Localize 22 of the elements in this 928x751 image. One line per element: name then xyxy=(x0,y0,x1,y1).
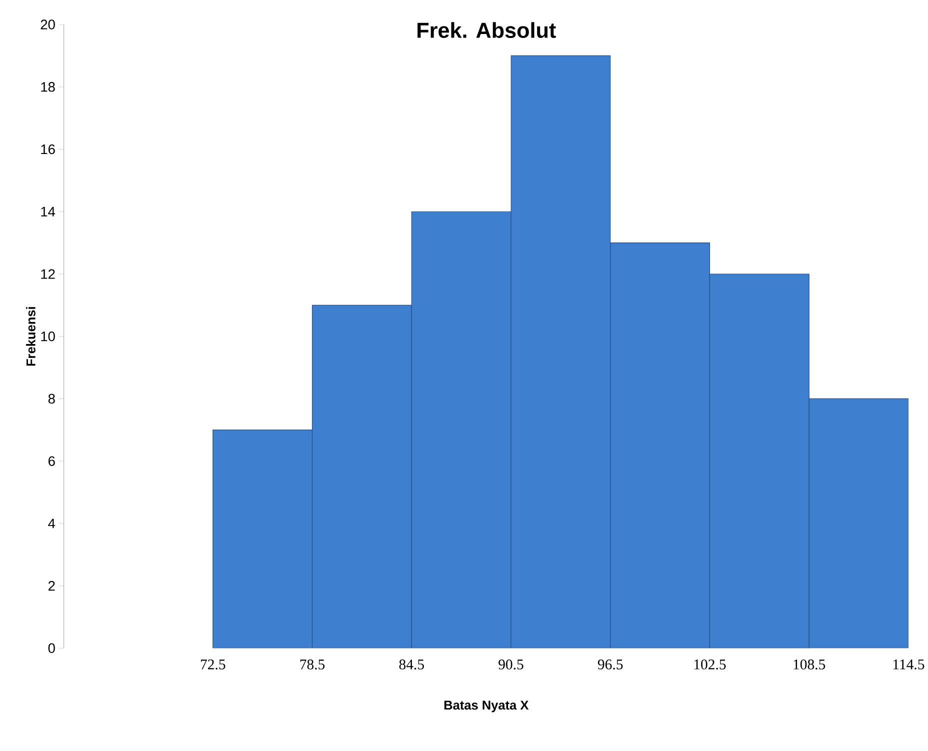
y-tick-label: 12 xyxy=(41,269,55,279)
y-tick-label: 10 xyxy=(41,331,55,342)
y-tick-label: 2 xyxy=(48,580,55,590)
x-tick-label: 72.5 xyxy=(200,659,226,670)
y-tick-label: 16 xyxy=(41,144,55,154)
y-tick-label: 18 xyxy=(41,82,55,92)
y-tick-label: 8 xyxy=(48,394,55,404)
x-tick-label: 84.5 xyxy=(399,659,424,670)
x-tick-label: 78.5 xyxy=(300,659,325,670)
x-tick-label: 90.5 xyxy=(498,659,524,670)
chart-title: Frek. Absolut xyxy=(418,22,556,38)
y-tick-label: 14 xyxy=(41,206,56,216)
y-tick-label: 6 xyxy=(48,456,55,466)
y-tick-label: 4 xyxy=(48,518,56,528)
y-axis-title: Frekuensi xyxy=(26,306,36,366)
x-axis-title: Batas Nyata X xyxy=(444,700,529,712)
x-tick-label: 108.5 xyxy=(794,659,826,670)
x-tick-label: 114.5 xyxy=(893,659,924,670)
x-tick-label: 102.5 xyxy=(694,659,726,670)
y-tick-label: 0 xyxy=(48,643,55,653)
x-tick-label: 96.5 xyxy=(598,659,623,670)
y-tick-label: 20 xyxy=(40,20,55,30)
